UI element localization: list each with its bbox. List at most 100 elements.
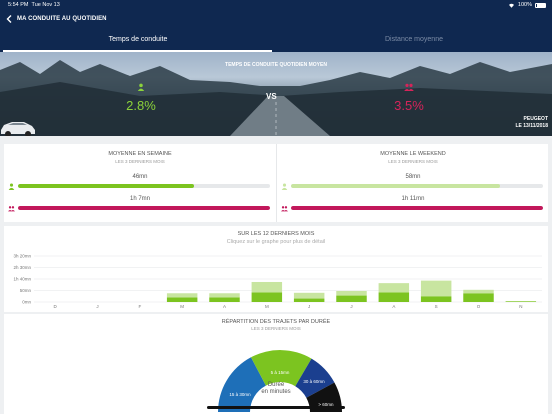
- avg-weekend-other-fill: [291, 206, 543, 210]
- bar-J-7-series-0[interactable]: [336, 295, 367, 302]
- hero-banner: TEMPS DE CONDUITE QUOTIDIEN MOYEN 2.8% V…: [0, 52, 552, 136]
- avg-weekdays-other-fill: [18, 206, 270, 210]
- x-tick-label: F: [138, 304, 141, 309]
- hero-title: TEMPS DE CONDUITE QUOTIDIEN MOYEN: [225, 62, 327, 68]
- person-icon: [8, 183, 15, 190]
- bar-M-5-series-1[interactable]: [251, 281, 283, 293]
- x-tick-label: J: [350, 304, 352, 309]
- x-tick-label: N: [519, 304, 522, 309]
- avg-weekdays-other-value: 1h 7mn: [129, 196, 150, 202]
- x-tick-label: A: [392, 304, 395, 309]
- bar-A-8-series-0[interactable]: [378, 292, 410, 302]
- averages-panel: MOYENNE EN SEMAINE LES 3 DERNIERS MOIS 4…: [4, 144, 548, 222]
- y-tick-label: 50mn: [20, 288, 32, 293]
- donut-center-line2: en minutes: [261, 389, 291, 395]
- group-icon: [281, 205, 288, 211]
- bar-M-3-series-0[interactable]: [166, 297, 198, 302]
- avg-weekdays-self-fill: [18, 184, 195, 188]
- tab-temps-de-conduite[interactable]: Temps de conduite: [0, 32, 276, 52]
- segment-label-30-60: 30 à 60mn: [303, 379, 325, 384]
- avg-weekend-self-value: 58mn: [405, 174, 421, 180]
- avg-weekend-other-value: 1h 11mn: [401, 196, 425, 202]
- monthly-chart-panel[interactable]: SUR LES 12 DERNIERS MOIS Cliquez sur le …: [4, 226, 548, 312]
- person-icon: [137, 83, 145, 91]
- battery-percent: 100%: [517, 2, 532, 8]
- donut-center-label: Durée en minutes: [246, 382, 306, 396]
- avg-weekdays-self-value: 46mn: [132, 174, 148, 180]
- avg-weekdays-title: MOYENNE EN SEMAINE: [108, 151, 172, 157]
- brand-name: PEUGEOT: [523, 116, 548, 122]
- avg-weekend: MOYENNE LE WEEKEND LES 3 DERNIERS MOIS 5…: [276, 144, 548, 222]
- bar-S-9-series-0[interactable]: [420, 296, 452, 302]
- segment-label-over-60: > 60mn: [318, 402, 334, 407]
- wifi-icon: [508, 3, 514, 8]
- y-tick-label: 1h 40mn: [13, 277, 31, 282]
- brand-date: LE 13/11/2018: [515, 123, 548, 129]
- tab-bar: Temps de conduite Distance moyenne: [0, 32, 552, 52]
- segment-5-15[interactable]: [251, 350, 312, 387]
- group-icon: [404, 83, 414, 91]
- hero-background: [0, 60, 552, 136]
- avg-weekend-title: MOYENNE LE WEEKEND: [380, 151, 446, 157]
- group-icon: [8, 205, 15, 211]
- x-tick-label: J: [308, 304, 310, 309]
- x-tick-label: J: [96, 304, 98, 309]
- bar-J-6-series-0[interactable]: [293, 298, 325, 302]
- distribution-title: RÉPARTITION DES TRAJETS PAR DURÉE: [221, 319, 331, 325]
- avg-weekend-self-bar: [281, 182, 543, 190]
- x-tick-label: S: [435, 304, 438, 309]
- segment-label-15-30: 15 à 30mn: [229, 392, 251, 397]
- x-tick-label: M: [265, 304, 269, 309]
- y-tick-label: 3h 20mn: [13, 254, 31, 259]
- bar-N-11-series-0[interactable]: [505, 301, 537, 302]
- bar-A-4-series-0[interactable]: [209, 297, 240, 302]
- stat-others: 3.5%: [369, 78, 449, 113]
- distribution-sub: LES 3 DERNIERS MOIS: [251, 326, 301, 331]
- segment-label-5-15: 5 à 15mn: [271, 370, 290, 375]
- bar-S-9-series-1[interactable]: [420, 280, 452, 297]
- chart-hint: Cliquez sur le graphe pour plus de détai…: [226, 239, 326, 245]
- stat-self: 2.8%: [101, 78, 181, 113]
- avg-weekdays-sub: LES 3 DERNIERS MOIS: [115, 159, 165, 164]
- nav-row: MA CONDUITE AU QUOTIDIEN: [0, 12, 552, 26]
- x-tick-label: A: [223, 304, 226, 309]
- home-indicator[interactable]: [207, 406, 345, 409]
- brand-label: PEUGEOT LE 13/11/2018: [515, 116, 548, 130]
- avg-weekdays-other-bar: [8, 204, 270, 212]
- bar-A-8-series-1[interactable]: [378, 283, 410, 293]
- tab-distance-moyenne[interactable]: Distance moyenne: [385, 36, 443, 43]
- y-tick-label: 2h 30mn: [13, 265, 31, 270]
- segment-15-30[interactable]: [218, 357, 266, 412]
- avg-weekdays-self-bar: [8, 182, 270, 190]
- bar-O-10-series-0[interactable]: [463, 293, 494, 302]
- y-tick-label: 0mn: [22, 300, 31, 305]
- duration-donut-chart[interactable]: 15 à 30mn 5 à 15mn 30 à 60mn > 60mn: [214, 336, 346, 414]
- avg-weekend-self-fill: [291, 184, 501, 188]
- stat-others-value: 3.5%: [394, 98, 424, 113]
- chart-title: SUR LES 12 DERNIERS MOIS: [237, 231, 315, 237]
- status-right: 100%: [508, 2, 546, 8]
- x-tick-label: O: [477, 304, 481, 309]
- monthly-bar-chart[interactable]: 0mn 50mn 1h 40mn 2h 30mn 3h 20mn D J F M A M J J A S O N: [4, 246, 548, 312]
- battery-icon: [535, 2, 546, 8]
- donut-center-line1: Durée: [267, 382, 285, 388]
- bar-J-6-series-1[interactable]: [293, 292, 325, 299]
- chevron-left-icon[interactable]: [6, 14, 14, 24]
- segment-30-60[interactable]: [295, 358, 335, 398]
- top-header: 5:54 PM Tue Nov 13 100% MA CONDUITE AU Q…: [0, 0, 552, 52]
- vs-label: VS: [266, 92, 277, 101]
- car-image: [1, 122, 35, 136]
- bar-M-5-series-0[interactable]: [251, 292, 283, 302]
- x-tick-label: D: [54, 304, 58, 309]
- bar-O-10-series-1[interactable]: [463, 289, 494, 294]
- status-time: 5:54 PM Tue Nov 13: [8, 2, 60, 8]
- bar-J-7-series-1[interactable]: [336, 290, 367, 296]
- avg-weekdays: MOYENNE EN SEMAINE LES 3 DERNIERS MOIS 4…: [4, 144, 276, 222]
- avg-weekend-other-bar: [281, 204, 543, 212]
- stat-self-value: 2.8%: [126, 98, 156, 113]
- bar-A-4-series-1[interactable]: [209, 293, 240, 298]
- bar-M-3-series-1[interactable]: [166, 293, 198, 298]
- status-bar: 5:54 PM Tue Nov 13 100%: [0, 0, 552, 11]
- segment-over-60[interactable]: [306, 382, 342, 413]
- distribution-panel: RÉPARTITION DES TRAJETS PAR DURÉE LES 3 …: [4, 314, 548, 414]
